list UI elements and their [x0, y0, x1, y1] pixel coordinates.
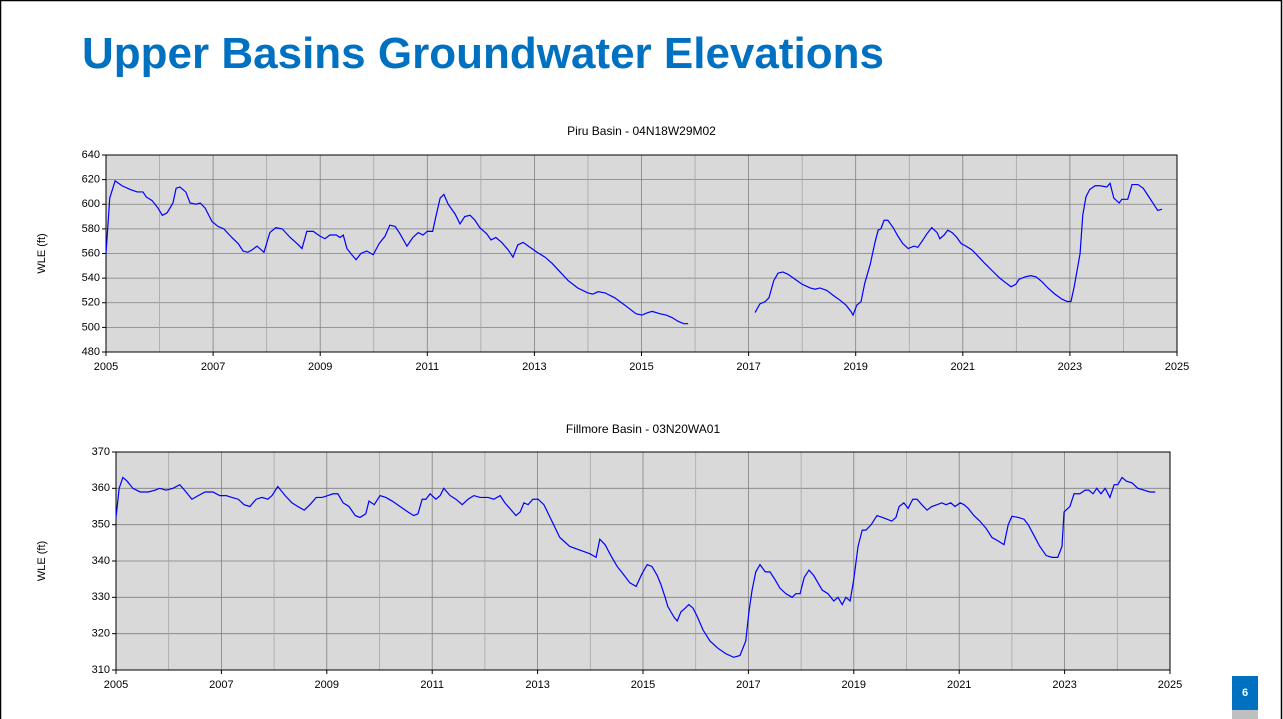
y-tick-label: 340: [92, 555, 110, 567]
y-tick-label: 350: [92, 519, 110, 531]
x-tick-label: 2015: [629, 361, 653, 373]
y-tick-label: 560: [82, 247, 100, 259]
page-number-box: [1232, 676, 1258, 710]
slide-title: Upper Basins Groundwater Elevations: [82, 29, 884, 78]
x-tick-label: 2023: [1052, 679, 1076, 691]
y-tick-label: 500: [82, 321, 100, 333]
x-tick-label: 2021: [951, 361, 975, 373]
data-line: [105, 179, 1163, 325]
y-axis-label: WLE (ft): [36, 541, 48, 581]
x-tick-label: 2011: [420, 679, 444, 691]
y-tick-label: 540: [82, 272, 100, 284]
y-tick-label: 600: [82, 198, 100, 210]
y-tick-label: 580: [82, 223, 100, 235]
x-tick-label: 2007: [201, 361, 225, 373]
y-tick-label: 360: [92, 482, 110, 494]
page-number-footer: [1232, 710, 1258, 719]
y-tick-label: 310: [92, 664, 110, 676]
x-tick-label: 2019: [842, 679, 866, 691]
y-tick-label: 320: [92, 628, 110, 640]
x-tick-label: 2007: [209, 679, 233, 691]
x-tick-label: 2009: [315, 679, 339, 691]
x-tick-label: 2005: [94, 361, 118, 373]
x-tick-label: 2005: [104, 679, 128, 691]
x-tick-label: 2025: [1165, 361, 1189, 373]
x-tick-label: 2019: [843, 361, 867, 373]
x-tick-label: 2013: [522, 361, 546, 373]
x-tick-label: 2013: [525, 679, 549, 691]
y-tick-label: 330: [92, 591, 110, 603]
y-axis-label: WLE (ft): [36, 233, 48, 273]
y-tick-label: 370: [92, 446, 110, 458]
x-tick-label: 2015: [631, 679, 655, 691]
x-tick-label: 2017: [736, 679, 760, 691]
x-tick-label: 2021: [947, 679, 971, 691]
chart-title: Fillmore Basin - 03N20WA01: [566, 422, 721, 436]
y-tick-label: 520: [82, 297, 100, 309]
chart-title: Piru Basin - 04N18W29M02: [567, 124, 716, 138]
y-tick-label: 640: [82, 149, 100, 161]
x-tick-label: 2023: [1058, 361, 1082, 373]
page-number: 6: [1242, 687, 1248, 699]
x-tick-label: 2011: [415, 361, 439, 373]
x-tick-label: 2025: [1158, 679, 1182, 691]
x-tick-label: 2009: [308, 361, 332, 373]
y-tick-label: 620: [82, 174, 100, 186]
data-line: [115, 476, 1156, 658]
x-tick-label: 2017: [736, 361, 760, 373]
y-tick-label: 480: [82, 346, 100, 358]
